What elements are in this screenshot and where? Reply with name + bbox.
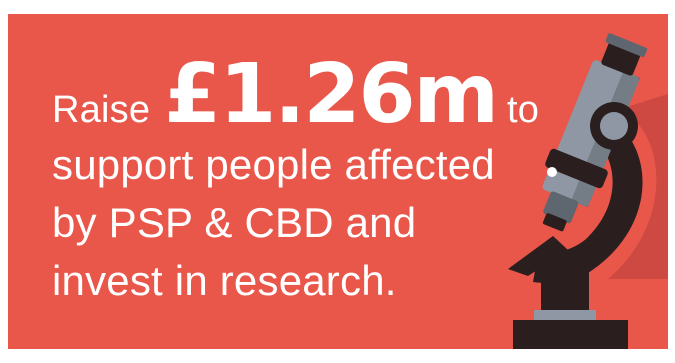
headline-amount: £1.26m (164, 47, 499, 142)
headline: Raise £1.26m to support people affected … (52, 54, 572, 310)
microscope-knob-inner (600, 112, 628, 140)
microscope-focus-band (545, 148, 608, 189)
microscope-icon (508, 33, 668, 349)
headline-line-4: invest in research. (52, 257, 397, 304)
microscope-arm (533, 109, 643, 284)
headline-suffix: to (506, 89, 540, 131)
microscope-pillar (541, 272, 589, 312)
microscope-light (547, 167, 557, 177)
microscope-eyepiece-top (605, 33, 648, 58)
fundraising-card: Raise £1.26m to support people affected … (8, 14, 668, 349)
headline-line-3: by PSP & CBD and (52, 199, 417, 246)
microscope-base-plate (534, 310, 596, 320)
microscope-lens-tip (542, 213, 567, 232)
headline-prefix: Raise (52, 89, 151, 131)
headline-line-2: support people affected (52, 141, 495, 188)
headline-line-1: Raise £1.26m to (52, 54, 572, 136)
microscope-stage (508, 236, 568, 276)
microscope-shadow (608, 94, 668, 279)
microscope-base (513, 320, 628, 349)
